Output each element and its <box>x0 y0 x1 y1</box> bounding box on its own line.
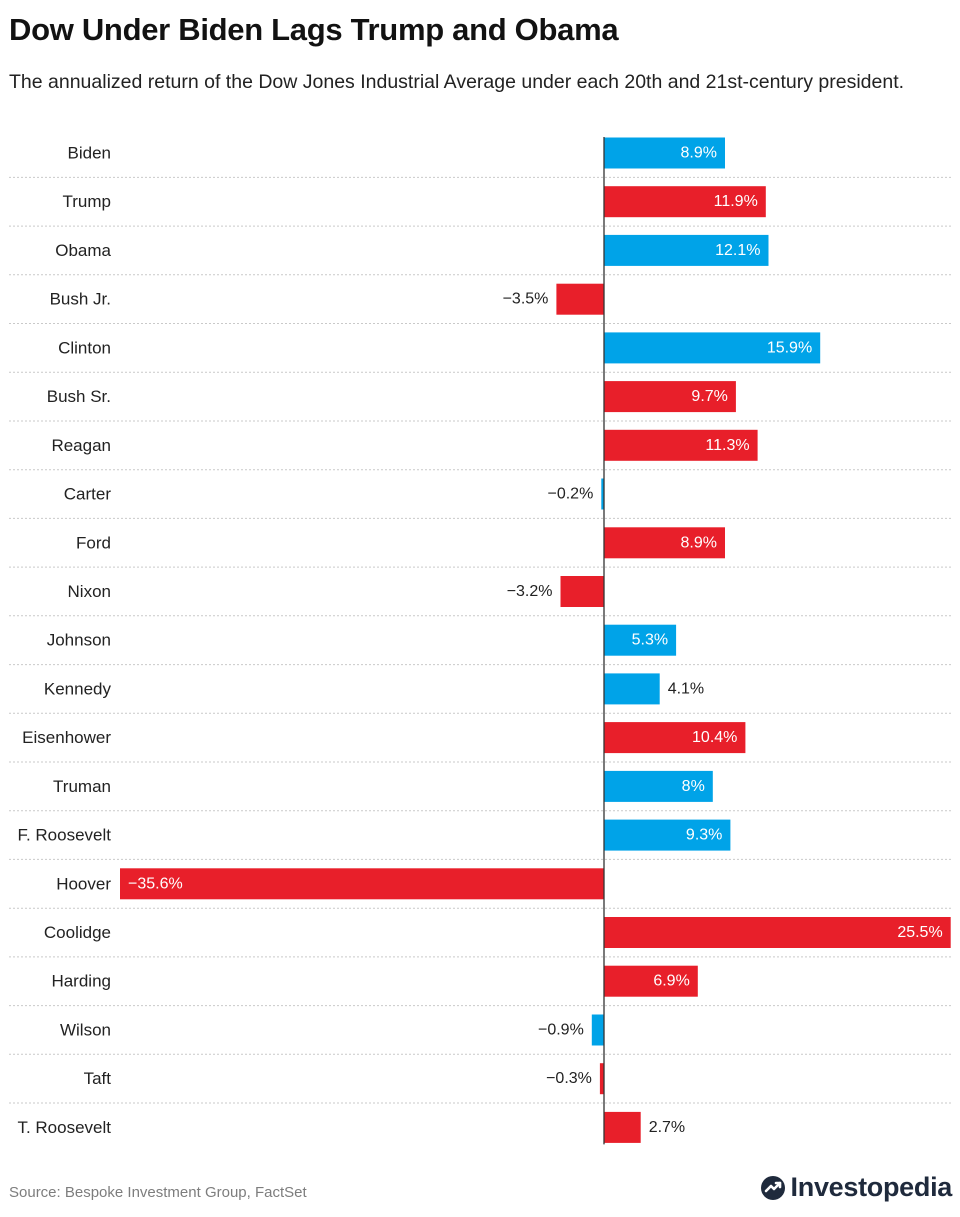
category-label: Obama <box>55 241 111 260</box>
data-label: −0.3% <box>546 1070 592 1087</box>
bar <box>604 1111 641 1143</box>
investopedia-logo-icon <box>760 1175 785 1200</box>
data-label: 4.1% <box>668 680 704 697</box>
bar <box>604 381 736 413</box>
category-label: Bush Sr. <box>47 387 111 406</box>
bar-row: Ford 8.9% <box>76 527 725 559</box>
category-label: Hoover <box>56 874 111 893</box>
category-label: F. Roosevelt <box>17 826 111 845</box>
chart-title: Dow Under Biden Lags Trump and Obama <box>9 12 619 47</box>
bar <box>604 965 698 997</box>
data-label: 15.9% <box>767 339 812 356</box>
bar-row: Coolidge 25.5% <box>44 917 951 948</box>
bar <box>591 1014 604 1046</box>
category-label: Harding <box>51 972 111 991</box>
category-label: Reagan <box>51 436 111 455</box>
category-label: Wilson <box>60 1020 111 1039</box>
bar <box>604 917 951 948</box>
data-label: 8% <box>682 778 705 795</box>
category-label: Taft <box>84 1069 112 1088</box>
category-label: Truman <box>53 777 111 796</box>
bar-row: Obama 12.1% <box>55 234 769 266</box>
category-label: Biden <box>68 144 111 163</box>
bar <box>604 673 660 705</box>
bar-row: Harding 6.9% <box>51 965 698 997</box>
category-label: T. Roosevelt <box>17 1118 111 1137</box>
category-label: Kennedy <box>44 679 112 698</box>
data-label: 5.3% <box>632 632 668 649</box>
bar <box>604 624 677 656</box>
bar-row: Biden 8.9% <box>68 137 725 169</box>
data-label: 8.9% <box>681 534 717 551</box>
data-label: 11.3% <box>705 437 749 454</box>
brand-name: Investopedia <box>790 1172 953 1202</box>
bar <box>604 722 746 754</box>
category-label: Nixon <box>68 582 111 601</box>
bar <box>604 429 758 461</box>
category-label: Ford <box>76 533 111 552</box>
bar-row: Clinton 15.9% <box>58 332 821 364</box>
bar-chart: Biden 8.9% Trump 11.9% Obama 12.1% Bush Jr. −3.… <box>9 137 951 1145</box>
bar-row: Trump 11.9% <box>63 186 766 218</box>
bar <box>604 137 725 169</box>
chart-subtitle: The annualized return of the Dow Jones I… <box>9 71 905 93</box>
bar <box>556 283 604 315</box>
bar <box>604 527 725 559</box>
bar <box>604 186 766 218</box>
bar-row: Nixon −3.2% <box>68 576 604 607</box>
category-label: Johnson <box>47 631 111 650</box>
bar-row: Truman 8% <box>53 770 713 802</box>
data-label: 8.9% <box>681 145 717 162</box>
bar <box>604 332 821 364</box>
bar <box>601 478 604 510</box>
data-label: −3.2% <box>507 583 553 600</box>
category-label: Trump <box>63 192 112 211</box>
data-label: −0.9% <box>538 1021 584 1038</box>
category-label: Coolidge <box>44 923 111 942</box>
bar <box>599 1063 604 1095</box>
brand-logo: Investopedia <box>760 1172 952 1203</box>
data-label: 11.9% <box>714 193 758 210</box>
bar <box>604 819 731 851</box>
data-label: 9.7% <box>691 388 727 405</box>
bar-row: Bush Jr. −3.5% <box>50 283 604 315</box>
bar-row: Eisenhower 10.4% <box>22 722 746 754</box>
bar-row: Kennedy 4.1% <box>44 673 704 705</box>
bar-row: Taft −0.3% <box>84 1063 604 1095</box>
source-note: Source: Bespoke Investment Group, FactSe… <box>9 1184 307 1201</box>
category-label: Carter <box>64 485 112 504</box>
category-label: Clinton <box>58 338 111 357</box>
bar-row: Hoover −35.6% <box>56 868 604 900</box>
bar-row: F. Roosevelt 9.3% <box>17 819 731 851</box>
bar-row: Carter −0.2% <box>64 478 604 510</box>
data-label: 25.5% <box>897 924 942 941</box>
bar <box>604 770 713 802</box>
bar-row: Reagan 11.3% <box>51 429 758 461</box>
bar-row: Johnson 5.3% <box>47 624 677 656</box>
bar-row: Wilson −0.9% <box>60 1014 604 1046</box>
bar <box>560 576 604 607</box>
bar <box>604 234 769 266</box>
bar-row: Bush Sr. 9.7% <box>47 381 736 413</box>
data-label: 6.9% <box>653 973 689 990</box>
data-label: 2.7% <box>649 1119 685 1136</box>
data-label: 12.1% <box>715 242 760 259</box>
data-label: 10.4% <box>692 729 737 746</box>
bar-row: T. Roosevelt 2.7% <box>17 1111 685 1143</box>
category-label: Bush Jr. <box>50 290 111 309</box>
data-label: −0.2% <box>547 486 593 503</box>
category-label: Eisenhower <box>22 728 111 747</box>
data-label: 9.3% <box>686 827 722 844</box>
data-label: −3.5% <box>503 291 549 308</box>
bar <box>120 868 604 900</box>
data-label: −35.6% <box>128 875 183 892</box>
